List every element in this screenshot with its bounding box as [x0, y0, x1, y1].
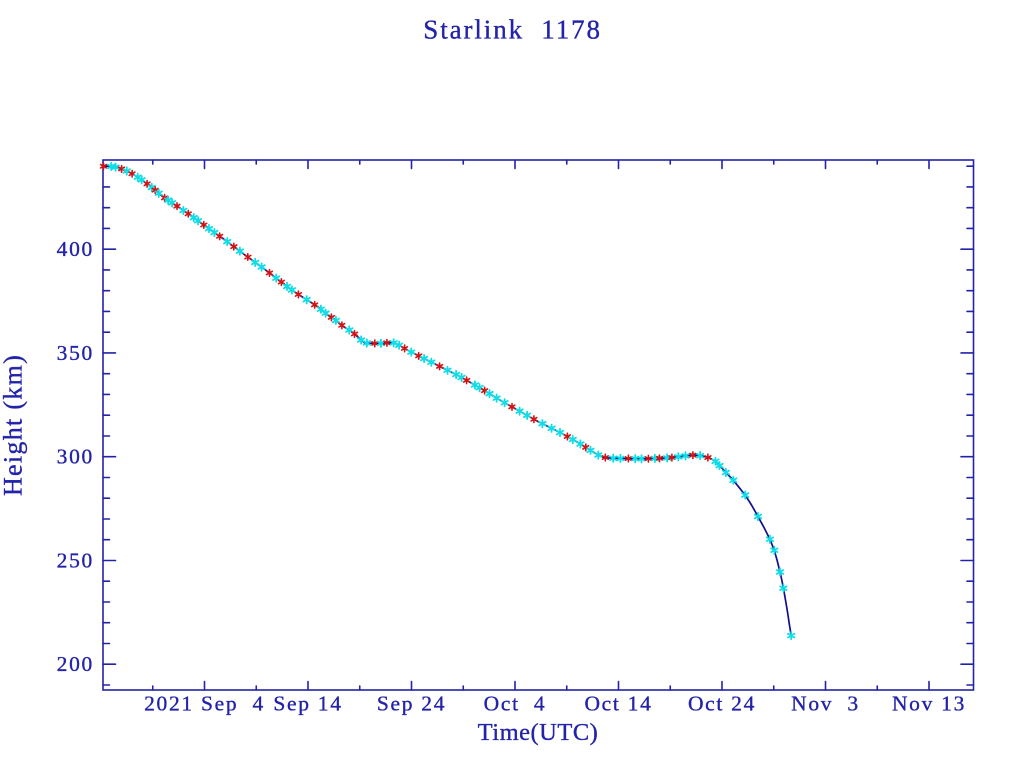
- svg-text:300: 300: [57, 445, 94, 469]
- svg-text:Nov 13: Nov 13: [892, 692, 966, 716]
- svg-text:Starlink 1178: Starlink 1178: [423, 15, 602, 45]
- svg-text:400: 400: [57, 237, 94, 261]
- svg-text:250: 250: [57, 549, 94, 573]
- svg-text:Nov 3: Nov 3: [791, 692, 860, 716]
- svg-text:Sep 14: Sep 14: [273, 692, 342, 716]
- svg-text:200: 200: [57, 652, 94, 676]
- svg-text:2021 Sep 4: 2021 Sep 4: [144, 692, 265, 716]
- svg-text:Oct 14: Oct 14: [584, 692, 652, 716]
- svg-text:Time(UTC): Time(UTC): [478, 719, 599, 746]
- svg-text:Height (km): Height (km): [0, 354, 28, 496]
- svg-text:350: 350: [57, 341, 94, 365]
- svg-text:Oct 24: Oct 24: [688, 692, 756, 716]
- svg-text:Sep 24: Sep 24: [377, 692, 446, 716]
- svg-text:Oct 4: Oct 4: [484, 692, 547, 716]
